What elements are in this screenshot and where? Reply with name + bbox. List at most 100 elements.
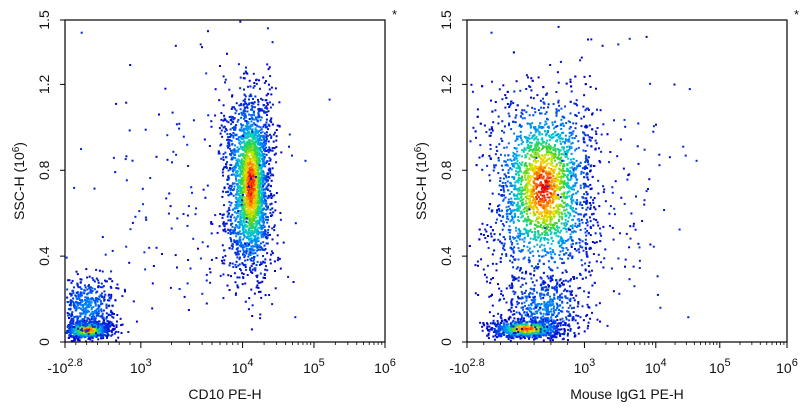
event-dot: [263, 244, 266, 247]
event-dot: [249, 144, 252, 146]
event-dot: [238, 230, 241, 233]
event-dot: [234, 134, 237, 137]
event-dot: [525, 324, 528, 327]
event-dot: [95, 326, 98, 329]
event-dot: [240, 241, 243, 244]
event-dot: [256, 232, 259, 235]
event-dot: [488, 325, 491, 328]
event-dot: [531, 334, 534, 337]
event-dot: [255, 129, 258, 132]
event-dot: [236, 207, 239, 210]
event-dot: [247, 85, 249, 88]
event-dot: [244, 128, 247, 131]
event-dot: [95, 314, 98, 317]
event-dot: [236, 216, 239, 219]
event-dot: [240, 177, 243, 180]
event-dot: [242, 153, 245, 156]
event-dot: [117, 330, 120, 333]
event-dot: [231, 225, 234, 228]
event-dot: [507, 338, 510, 341]
y-tick-label: 0.4: [36, 246, 52, 266]
event-dot: [258, 164, 261, 167]
event-dot: [510, 331, 513, 334]
event-dot: [275, 192, 278, 194]
event-dot: [233, 216, 236, 219]
event-dot: [96, 321, 99, 324]
event-dot: [250, 227, 253, 229]
event-dot: [186, 143, 189, 146]
event-dot: [270, 135, 273, 138]
event-dot: [218, 127, 221, 129]
event-dot: [238, 244, 241, 247]
event-dot: [513, 324, 516, 327]
event-dot: [75, 270, 78, 273]
event-dot: [86, 303, 88, 306]
event-dot: [262, 76, 265, 79]
event-dot: [265, 174, 268, 177]
event-dot: [252, 148, 255, 151]
event-dot: [95, 277, 98, 280]
event-dot: [111, 323, 114, 326]
event-dot: [233, 117, 236, 120]
event-dot: [223, 114, 226, 117]
event-dot: [256, 152, 258, 155]
event-dot: [259, 190, 262, 193]
event-dot: [270, 253, 272, 256]
event-dot: [273, 260, 276, 263]
event-dot: [84, 330, 87, 333]
event-dot: [487, 328, 490, 331]
event-dot: [563, 329, 566, 332]
event-dot: [84, 286, 87, 289]
event-dot: [253, 211, 255, 214]
event-dot: [89, 300, 92, 303]
event-dot: [253, 200, 256, 203]
event-dot: [253, 158, 256, 161]
event-dot: [240, 116, 243, 119]
event-dot: [76, 273, 79, 276]
event-dot: [105, 303, 108, 306]
event-dot: [514, 320, 517, 323]
event-dot: [238, 258, 241, 261]
event-dot: [84, 299, 87, 301]
event-dot: [253, 172, 256, 174]
event-dot: [535, 324, 538, 327]
event-dot: [246, 148, 249, 151]
event-dot: [82, 308, 85, 311]
event-dot: [99, 300, 102, 303]
event-dot: [236, 174, 239, 177]
event-dot: [552, 325, 555, 328]
event-dot: [259, 154, 262, 157]
event-dot: [255, 216, 258, 219]
event-dot: [98, 320, 101, 323]
event-dot: [267, 151, 270, 154]
event-dot: [86, 276, 89, 279]
event-dot: [238, 226, 241, 229]
event-dot: [254, 211, 257, 214]
event-dot: [271, 214, 274, 217]
event-dot: [512, 337, 515, 340]
event-dot: [542, 320, 545, 323]
event-dot: [91, 297, 94, 300]
event-dot: [255, 178, 258, 181]
event-dot: [80, 288, 83, 290]
event-dot: [239, 236, 242, 239]
event-dot: [222, 221, 225, 224]
event-dot: [252, 222, 255, 225]
event-dot: [241, 262, 244, 265]
event-dot: [246, 168, 249, 171]
event-dot: [105, 324, 107, 327]
event-dot: [263, 261, 266, 264]
event-dot: [243, 156, 246, 159]
event-dot: [270, 86, 273, 89]
event-dot: [105, 306, 108, 309]
event-dot: [514, 322, 517, 325]
event-dot: [232, 229, 235, 232]
event-dot: [76, 326, 79, 329]
event-dot: [255, 139, 258, 142]
event-dot: [124, 158, 127, 161]
event-dot: [261, 193, 263, 196]
event-dot: [230, 107, 233, 110]
event-dot: [109, 311, 112, 313]
event-dot: [258, 188, 261, 191]
event-dot: [242, 231, 245, 233]
